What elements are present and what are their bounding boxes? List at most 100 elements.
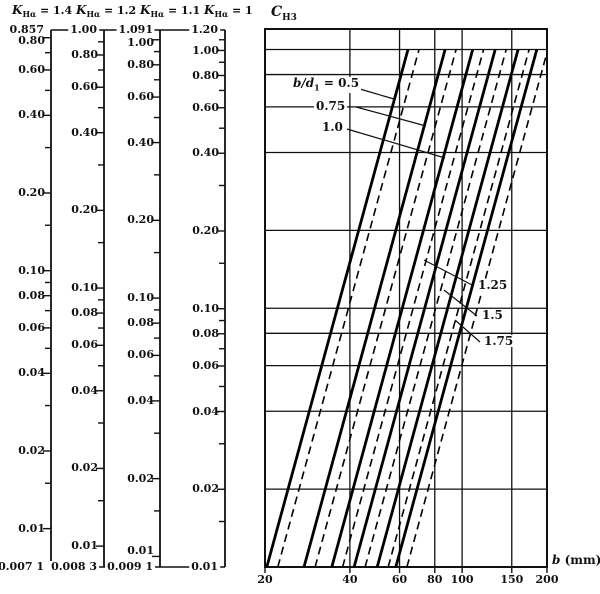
scale3-tick-label-0.08: 0.08 — [127, 316, 154, 330]
curve-solid-6 — [352, 49, 497, 567]
ratio-annotation-1.5: 1.5 — [480, 308, 505, 322]
scale1-tick-label-0.10: 0.10 — [18, 263, 45, 277]
x-axis-tick-label-150: 150 — [500, 573, 524, 586]
k-symbol: K — [204, 3, 215, 17]
k-symbol: K — [12, 3, 23, 17]
scale4-tick-label-0.60: 0.60 — [192, 100, 219, 114]
scale2-tick-label-0.20: 0.20 — [71, 203, 98, 217]
k-subscript: Hα — [22, 9, 37, 20]
scale3-tick-label-0.01: 0.01 — [127, 544, 154, 558]
scale1-tick-label-0.80: 0.80 — [18, 33, 45, 47]
scale4-tick-label-0.06: 0.06 — [192, 359, 219, 372]
scale2-tick-label-0.60: 0.60 — [71, 80, 98, 94]
scale4-tick-label-0.10: 0.10 — [192, 301, 219, 315]
curve-dashed-1 — [277, 49, 420, 567]
scale1-tick-label-0.20: 0.20 — [18, 186, 45, 199]
scale1-bottom-label: 0.007 1 — [0, 561, 46, 573]
x-axis-tick-label-80: 80 — [427, 573, 443, 586]
scale1-tick-label-0.60: 0.60 — [18, 62, 45, 76]
k-value: = 1 — [228, 4, 253, 17]
k-value: = 1.2 — [100, 4, 137, 17]
scale4-tick-label-0.08: 0.08 — [192, 326, 219, 340]
scale3-tick-label-0.80: 0.80 — [127, 57, 154, 71]
ratio-annotation-0.5: b/d1 = 0.5 — [291, 76, 362, 94]
k-subscript: Hα — [214, 9, 229, 20]
leader-line-3 — [346, 128, 446, 159]
curve-dashed-5 — [341, 49, 485, 567]
scale1-tick-label-0.04: 0.04 — [18, 366, 45, 380]
scale1-tick-label-0.40: 0.40 — [18, 108, 45, 122]
scale4-tick-label-0.20: 0.20 — [192, 224, 219, 237]
scale2-bottom-label: 0.008 3 — [49, 560, 99, 573]
curve-dashed-11 — [406, 49, 547, 567]
curve-solid-2 — [302, 49, 447, 567]
ratio-annotation-1.75: 1.75 — [482, 334, 516, 348]
x-axis-tick-label-20: 20 — [257, 573, 273, 586]
x-axis-tick-label-100: 100 — [450, 573, 474, 586]
scale2-tick-label-0.10: 0.10 — [71, 281, 98, 295]
leader-line-4 — [423, 259, 475, 287]
scale3-bottom-label: 0.009 1 — [105, 560, 155, 573]
curve-solid-4 — [330, 49, 475, 567]
scale1-tick-label-0.06: 0.06 — [18, 320, 45, 334]
c-symbol: C — [271, 4, 283, 20]
scale1-tick-label-0.02: 0.02 — [18, 444, 45, 457]
scale1-tick-label-0.01: 0.01 — [18, 521, 45, 535]
ratio-annotation-1.25: 1.25 — [476, 278, 510, 292]
k-subscript: Hα — [150, 9, 165, 20]
leader-line-2 — [355, 106, 427, 127]
scale-header-kha-1p1: KHα = 1.1 — [140, 3, 200, 19]
scale3-tick-label-1.00: 1.00 — [127, 35, 154, 49]
scale2-tick-label-0.40: 0.40 — [71, 125, 98, 139]
scale-header-kha-1: KHα = 1 — [204, 3, 253, 19]
scale2-tick-label-0.80: 0.80 — [71, 48, 98, 61]
scale3-tick-label-0.40: 0.40 — [127, 135, 154, 149]
k-value: = 1.1 — [164, 4, 201, 17]
x-axis-tick-label-60: 60 — [391, 573, 408, 586]
scale1-top-label: 0.857 — [7, 23, 46, 36]
ratio-annotation-0.75: 0.75 — [314, 99, 348, 113]
scale4-tick-label-0.04: 0.04 — [192, 404, 219, 418]
scale2-tick-label-0.02: 0.02 — [71, 461, 98, 475]
scale3-tick-label-0.02: 0.02 — [127, 471, 154, 485]
b-unit: (mm) — [560, 553, 600, 567]
k-symbol: K — [76, 3, 87, 17]
scale3-tick-label-0.20: 0.20 — [127, 213, 154, 227]
scale4-tick-label-0.02: 0.02 — [192, 482, 219, 496]
scale3-tick-label-0.10: 0.10 — [127, 291, 154, 305]
ratio-annotation-1.0: 1.0 — [320, 120, 345, 134]
c-subscript: H3 — [282, 12, 297, 23]
scale4-bottom-label: 0.01 — [189, 560, 220, 573]
scale2-top-label: 1.00 — [68, 23, 99, 36]
curve-solid-8 — [375, 49, 520, 567]
scale1-tick-label-0.08: 0.08 — [18, 288, 45, 302]
scale-header-kha-1p4: KHα = 1.4 — [12, 3, 72, 19]
scale3-tick-label-0.04: 0.04 — [127, 393, 154, 407]
k-symbol: K — [140, 3, 151, 17]
scale3-tick-label-0.60: 0.60 — [127, 90, 154, 104]
curve-solid-0 — [265, 49, 410, 567]
scale3-tick-label-0.06: 0.06 — [127, 348, 154, 362]
scale4-tick-label-0.40: 0.40 — [192, 146, 219, 160]
leader-line-5 — [443, 289, 478, 317]
scale4-top-label: 1.20 — [189, 23, 220, 36]
b-symbol: b — [552, 553, 561, 567]
curve-dashed-7 — [364, 49, 507, 567]
x-axis-tick-label-40: 40 — [342, 573, 358, 586]
chart-x-axis-title: b (mm) — [552, 553, 600, 567]
leader-line-6 — [454, 319, 481, 343]
scale4-tick-label-0.80: 0.80 — [192, 68, 219, 82]
scale2-tick-label-0.04: 0.04 — [71, 383, 98, 397]
curve-dashed-3 — [314, 49, 457, 567]
chart-border — [264, 28, 548, 568]
k-value: = 1.4 — [36, 4, 73, 17]
scale3-top-label: 1.091 — [116, 23, 155, 36]
scale2-tick-label-0.06: 0.06 — [71, 338, 98, 352]
chart-y-axis-title: CH3 — [271, 4, 297, 23]
curve-dashed-9 — [387, 49, 530, 567]
scale4-tick-label-1.00: 1.00 — [192, 43, 219, 57]
scale-header-kha-1p2: KHα = 1.2 — [76, 3, 136, 19]
k-subscript: Hα — [86, 9, 101, 20]
